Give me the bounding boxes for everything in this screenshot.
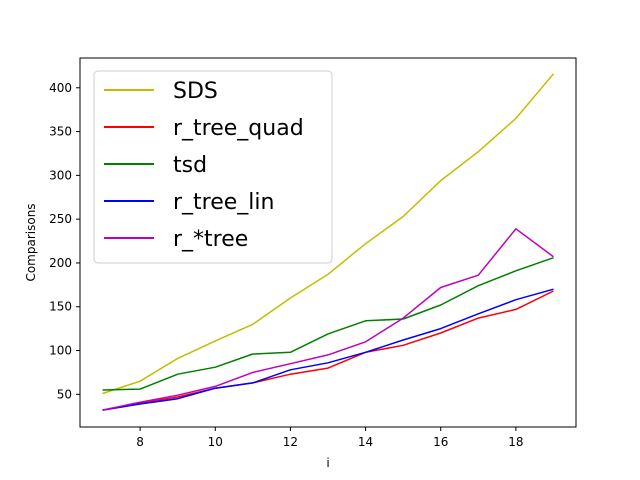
series-line-r-tree: [102, 228, 554, 411]
x-axis-label: i: [326, 456, 329, 470]
y-axis-label: Comparisons: [24, 203, 38, 281]
legend-label: r_tree_quad: [173, 116, 304, 141]
series-line-r-tree-lin: [102, 288, 554, 411]
y-tick-label: 100: [49, 344, 72, 358]
legend-box: [93, 70, 333, 264]
series-line-sds: [102, 73, 555, 395]
x-tick-label: 8: [136, 435, 144, 449]
plot-frame: [79, 57, 577, 428]
y-tick-label: 250: [49, 212, 72, 226]
x-axis: 8 10 12 14 16 18: [136, 427, 524, 449]
x-tick-label: 10: [208, 435, 223, 449]
legend-label: SDS: [173, 79, 218, 104]
legend-label: r_tree_lin: [173, 190, 274, 215]
y-tick-label: 200: [49, 256, 72, 270]
y-tick-label: 50: [57, 387, 72, 401]
plot-lines: [102, 73, 555, 411]
x-tick-label: 16: [433, 435, 448, 449]
y-tick-label: 300: [49, 168, 72, 182]
legend-label: r_*tree: [173, 227, 248, 252]
legend-label: tsd: [173, 153, 207, 178]
y-tick-label: 400: [49, 81, 72, 95]
y-axis: 50 100 150 200 250 300 350 400: [49, 81, 80, 401]
y-tick-label: 350: [49, 125, 72, 139]
y-tick-label: 150: [49, 300, 72, 314]
x-tick-label: 12: [283, 435, 298, 449]
series-line-tsd: [102, 256, 554, 391]
series-line-r-tree-quad: [102, 290, 554, 411]
x-tick-label: 18: [508, 435, 523, 449]
x-tick-label: 14: [358, 435, 373, 449]
